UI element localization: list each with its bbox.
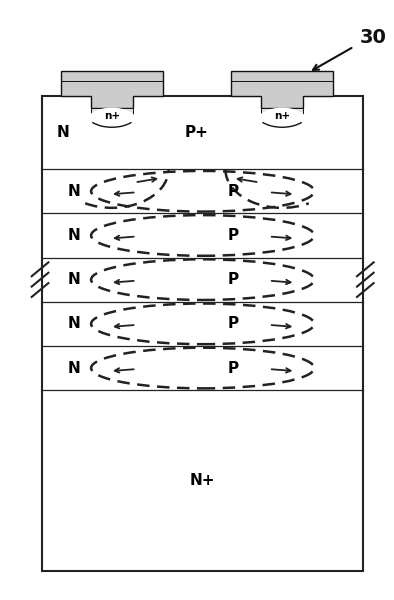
- Text: N+: N+: [190, 473, 216, 488]
- Text: N: N: [68, 272, 80, 287]
- Text: P: P: [227, 228, 238, 243]
- Polygon shape: [61, 71, 163, 108]
- Polygon shape: [231, 71, 333, 108]
- Text: N: N: [68, 184, 80, 199]
- Bar: [91, 108, 133, 114]
- Text: P: P: [227, 184, 238, 199]
- Text: P+: P+: [185, 125, 209, 140]
- Text: N: N: [68, 228, 80, 243]
- Bar: [261, 108, 303, 114]
- Text: n+: n+: [274, 112, 290, 121]
- Text: N: N: [56, 125, 69, 140]
- Text: N: N: [68, 316, 80, 331]
- Text: 30: 30: [359, 28, 387, 47]
- Text: P: P: [227, 316, 238, 331]
- Ellipse shape: [87, 107, 136, 133]
- Text: n+: n+: [104, 112, 120, 121]
- Text: P: P: [227, 361, 238, 376]
- Text: P: P: [227, 272, 238, 287]
- Text: N: N: [68, 361, 80, 376]
- Ellipse shape: [258, 107, 307, 133]
